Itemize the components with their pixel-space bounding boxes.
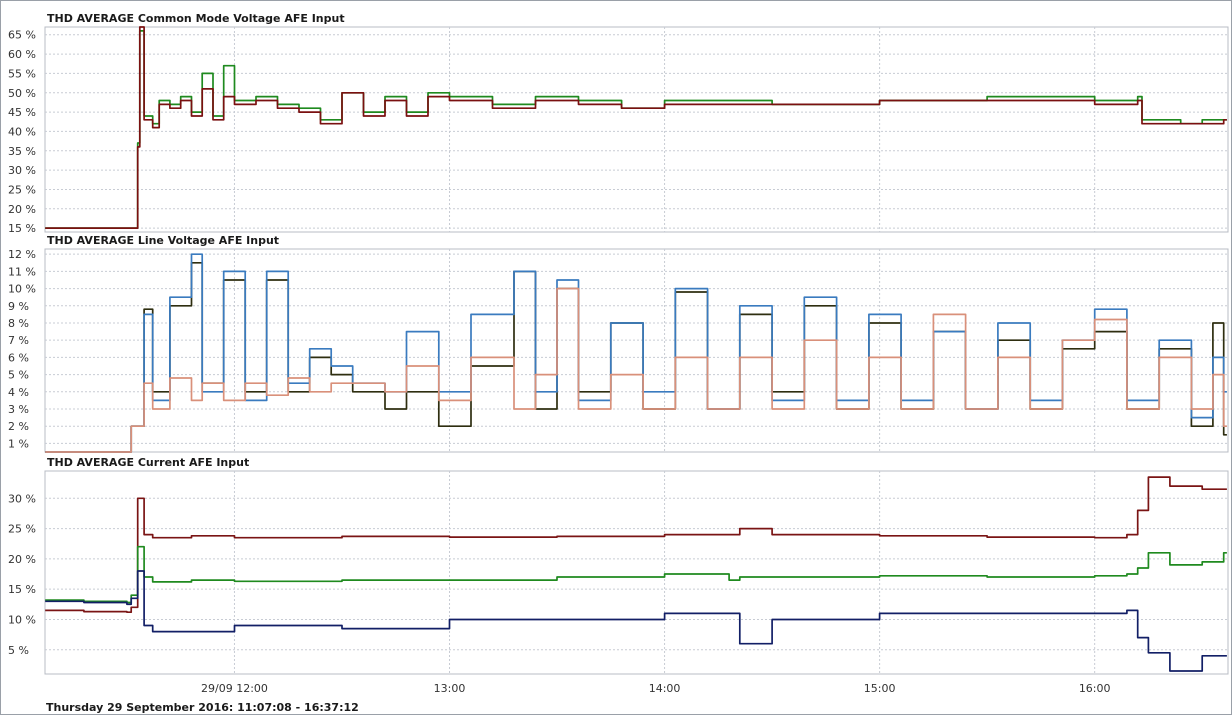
y-tick-label: 45 % bbox=[8, 106, 36, 119]
series-line-3 bbox=[45, 287, 1227, 453]
panel-title: THD AVERAGE Current AFE Input bbox=[47, 456, 249, 469]
chart-panel-1: THD AVERAGE Common Mode Voltage AFE Inpu… bbox=[8, 12, 1229, 235]
series-line-2 bbox=[45, 26, 1227, 229]
y-tick-label: 30 % bbox=[8, 164, 36, 177]
y-tick-label: 1 % bbox=[8, 437, 29, 450]
x-tick-label: 13:00 bbox=[434, 682, 466, 695]
y-tick-label: 15 % bbox=[8, 583, 36, 596]
y-tick-label: 55 % bbox=[8, 67, 36, 80]
y-tick-label: 5 % bbox=[8, 644, 29, 657]
plot-area bbox=[44, 470, 1229, 675]
y-tick-label: 7 % bbox=[8, 334, 29, 347]
plot-area bbox=[44, 26, 1229, 233]
y-tick-label: 30 % bbox=[8, 492, 36, 505]
panel-title: THD AVERAGE Line Voltage AFE Input bbox=[47, 234, 279, 247]
time-range-footer: Thursday 29 September 2016: 11:07:08 - 1… bbox=[46, 701, 359, 714]
panel-title: THD AVERAGE Common Mode Voltage AFE Inpu… bbox=[47, 12, 345, 25]
y-tick-label: 11 % bbox=[8, 265, 36, 278]
x-tick-label: 14:00 bbox=[649, 682, 681, 695]
y-tick-label: 12 % bbox=[8, 248, 36, 261]
x-tick-label: 15:00 bbox=[864, 682, 896, 695]
y-tick-label: 35 % bbox=[8, 145, 36, 158]
y-tick-label: 60 % bbox=[8, 48, 36, 61]
y-tick-label: 20 % bbox=[8, 553, 36, 566]
y-tick-label: 40 % bbox=[8, 125, 36, 138]
y-tick-label: 3 % bbox=[8, 403, 29, 416]
y-tick-label: 5 % bbox=[8, 369, 29, 382]
series-line-1 bbox=[45, 476, 1227, 614]
y-tick-label: 65 % bbox=[8, 29, 36, 42]
y-tick-label: 6 % bbox=[8, 351, 29, 364]
y-tick-label: 15 % bbox=[8, 222, 36, 235]
y-tick-label: 4 % bbox=[8, 386, 29, 399]
y-tick-label: 10 % bbox=[8, 613, 36, 626]
x-tick-label: 29/09 12:00 bbox=[201, 682, 268, 695]
x-tick-label: 16:00 bbox=[1079, 682, 1111, 695]
y-tick-label: 10 % bbox=[8, 283, 36, 296]
y-tick-label: 9 % bbox=[8, 300, 29, 313]
series-line-3 bbox=[45, 570, 1227, 672]
plot-area bbox=[44, 248, 1229, 453]
y-tick-label: 2 % bbox=[8, 420, 29, 433]
chart-panel-2: THD AVERAGE Line Voltage AFE Input 1 % 2 %… bbox=[8, 234, 1229, 453]
y-tick-label: 25 % bbox=[8, 523, 36, 536]
y-tick-label: 25 % bbox=[8, 183, 36, 196]
series-line-2 bbox=[45, 545, 1227, 604]
y-tick-label: 8 % bbox=[8, 317, 29, 330]
y-tick-label: 50 % bbox=[8, 87, 36, 100]
y-tick-label: 20 % bbox=[8, 203, 36, 216]
chart-panel-3: THD AVERAGE Current AFE Input 5 % 10 % 15 %… bbox=[8, 456, 1229, 675]
